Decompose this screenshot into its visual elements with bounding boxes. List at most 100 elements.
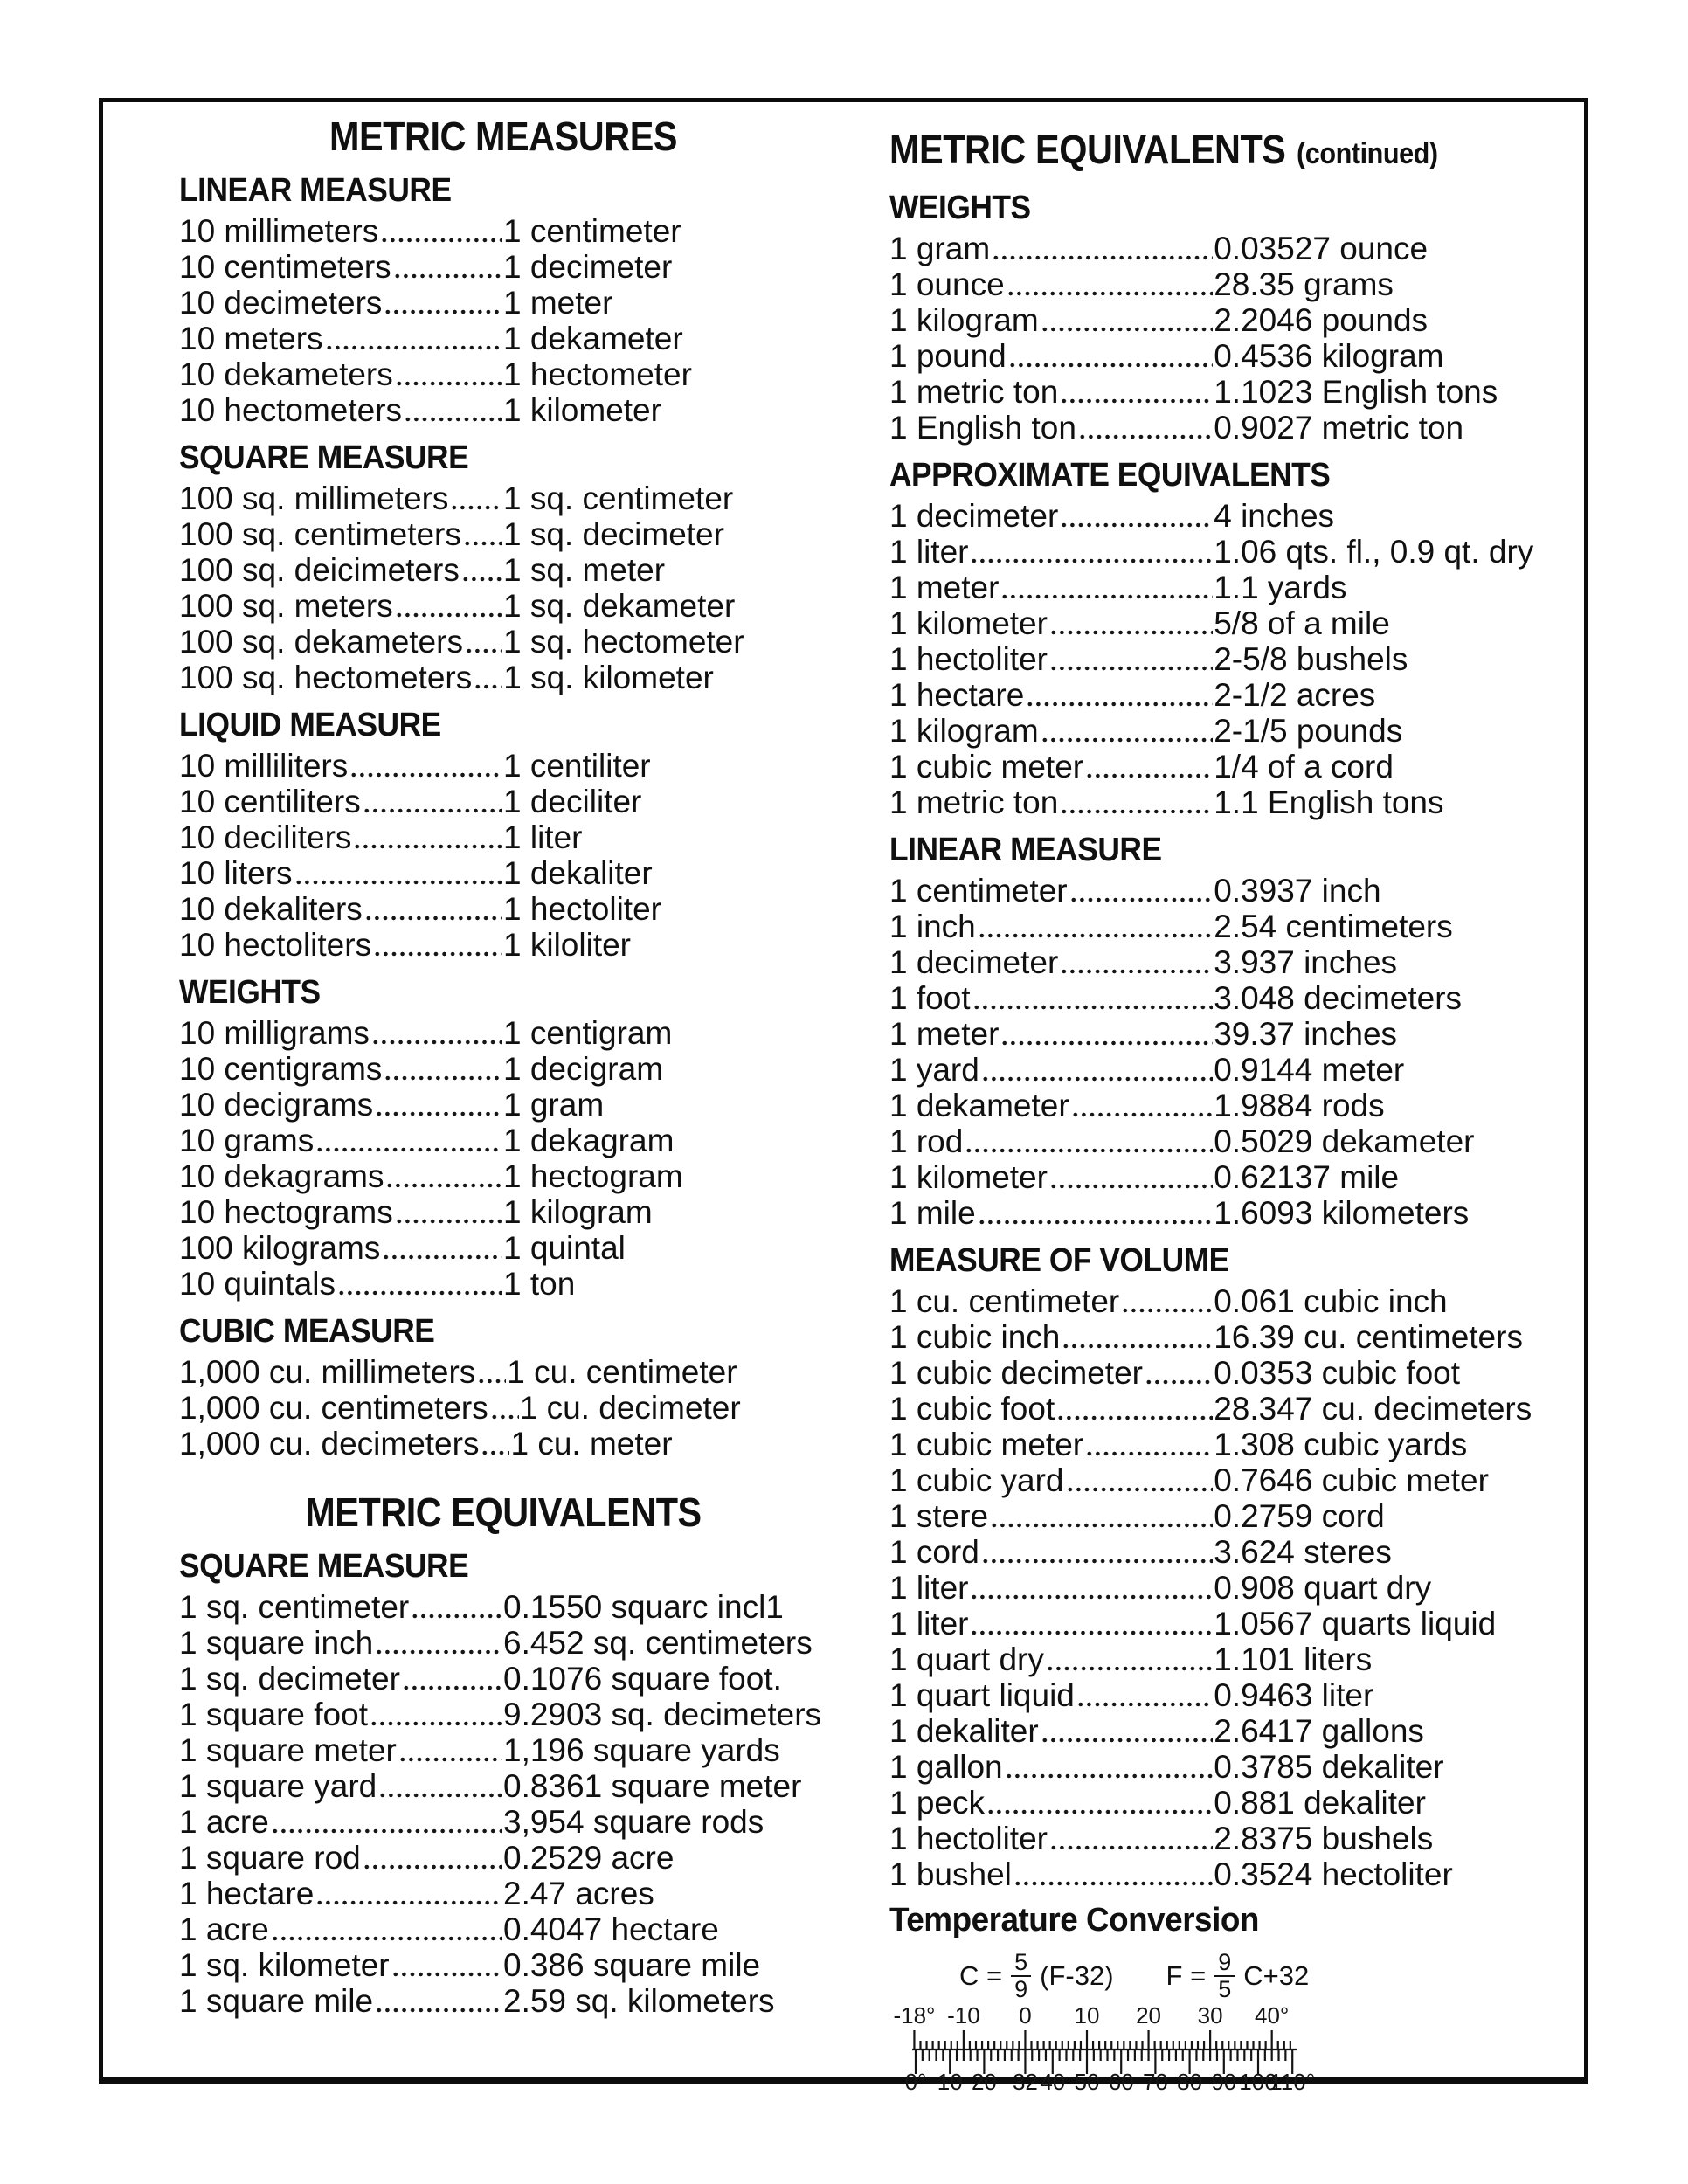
row-lead: 1 hectoliter bbox=[889, 641, 1214, 677]
row-value: 1.1023 English tons bbox=[1214, 374, 1498, 410]
row-value: 0.908 quart dry bbox=[1214, 1570, 1432, 1606]
row-value: 0.4047 hectare bbox=[503, 1911, 719, 1947]
table-row: 1 square inch 6.452 sq. centimeters bbox=[179, 1625, 827, 1661]
row-term: 1 centimeter bbox=[889, 873, 1068, 909]
row-lead: 1 yard bbox=[889, 1052, 1214, 1088]
table-row: 1 meter 39.37 inches bbox=[889, 1016, 1595, 1052]
row-term: 100 sq. millimeters bbox=[179, 480, 449, 516]
table-row: 1 sq. centimeter 0.1550 squarc incl1 bbox=[179, 1589, 827, 1625]
row-lead: 1 bushel bbox=[889, 1856, 1214, 1892]
row-term: 1 sq. kilometer bbox=[179, 1947, 390, 1983]
row-value: 1 dekagram bbox=[503, 1123, 675, 1158]
row-lead: 1 square meter bbox=[179, 1732, 503, 1768]
row-value: 39.37 inches bbox=[1214, 1016, 1398, 1052]
row-lead: 1,000 cu. decimeters bbox=[179, 1426, 510, 1462]
row-value: 0.3785 dekaliter bbox=[1214, 1749, 1444, 1785]
row-value: 0.9463 liter bbox=[1214, 1677, 1374, 1713]
dot-leader bbox=[1000, 1016, 1214, 1052]
table-row: 1 square yard 0.8361 square meter bbox=[179, 1768, 827, 1804]
dot-leader bbox=[1064, 1462, 1214, 1498]
row-lead: 1 cubic meter bbox=[889, 749, 1214, 784]
dot-leader bbox=[463, 624, 502, 660]
row-value: 1 centiliter bbox=[503, 748, 651, 784]
section-heading: MEASURE OF VOLUME bbox=[889, 1242, 1229, 1279]
row-term: 1 quart liquid bbox=[889, 1677, 1075, 1713]
row-lead: 1 pound bbox=[889, 338, 1214, 374]
row-term: 100 sq. deicimeters bbox=[179, 552, 460, 588]
row-term: 10 deciliters bbox=[179, 819, 352, 855]
row-lead: 1 liter bbox=[889, 1570, 1214, 1606]
row-term: 10 centiliters bbox=[179, 784, 361, 819]
fraction-denominator: 9 bbox=[1011, 1974, 1032, 2002]
dot-leader bbox=[1059, 784, 1214, 820]
page-title: METRIC MEASURES bbox=[211, 112, 795, 161]
row-term: 1 hectoliter bbox=[889, 1821, 1048, 1856]
table-row: 10 hectograms 1 kilogram bbox=[179, 1194, 827, 1230]
row-lead: 1,000 cu. millimeters bbox=[179, 1354, 507, 1390]
dot-leader bbox=[315, 1123, 502, 1158]
row-term: 1 gram bbox=[889, 231, 991, 266]
row-term: 1 square rod bbox=[179, 1840, 361, 1876]
fahrenheit-axis-label: 80 bbox=[1177, 2069, 1202, 2095]
dot-leader bbox=[397, 1732, 502, 1768]
row-lead: 1 stere bbox=[889, 1498, 1214, 1534]
row-term: 100 sq. meters bbox=[179, 588, 393, 624]
row-term: 1 decimeter bbox=[889, 944, 1059, 980]
row-value: 6.452 sq. centimeters bbox=[503, 1625, 813, 1661]
row-value: 1.6093 kilometers bbox=[1214, 1195, 1470, 1231]
ruler-wrap: -18° -10 0 10 20 30 40° 0° 10 20 32 40 50 60 70 80 90 100… bbox=[893, 2002, 1595, 2096]
dot-leader bbox=[969, 534, 1214, 570]
row-term: 10 millimeters bbox=[179, 213, 379, 249]
row-term: 1 square mile bbox=[179, 1983, 374, 2019]
row-lead: 1 acre bbox=[179, 1911, 503, 1947]
table-row: 1 ounce 28.35 grams bbox=[889, 266, 1595, 302]
row-lead: 1 decimeter bbox=[889, 498, 1214, 534]
row-lead: 10 hectograms bbox=[179, 1194, 503, 1230]
row-term: 1 hectare bbox=[889, 677, 1025, 713]
row-lead: 1 kilometer bbox=[889, 605, 1214, 641]
table-row: 1 kilogram 2-1/5 pounds bbox=[889, 713, 1595, 749]
row-term: 1 meter bbox=[889, 1016, 1000, 1052]
fahrenheit-axis-label: 110° bbox=[1269, 2069, 1315, 2095]
row-value: 28.347 cu. decimeters bbox=[1214, 1391, 1532, 1427]
table-row: 1 hectare 2.47 acres bbox=[179, 1876, 827, 1911]
row-value: 1 kilogram bbox=[503, 1194, 653, 1230]
dot-leader bbox=[1061, 1319, 1214, 1355]
table-row: 1 decimeter 3.937 inches bbox=[889, 944, 1595, 980]
row-value: 1 decigram bbox=[503, 1051, 664, 1087]
table-row: 1 decimeter 4 inches bbox=[889, 498, 1595, 534]
section-heading: LIQUID MEASURE bbox=[179, 707, 441, 743]
row-term: 1 gallon bbox=[889, 1749, 1003, 1785]
table-row: 1 cubic yard 0.7646 cubic meter bbox=[889, 1462, 1595, 1498]
table-row: 1 cubic foot 28.347 cu. decimeters bbox=[889, 1391, 1595, 1427]
formula: C = 5 9 (F-32) bbox=[959, 1950, 1114, 2002]
row-value: 1.06 qts. fl., 0.9 qt. dry bbox=[1214, 534, 1534, 570]
row-lead: 1 decimeter bbox=[889, 944, 1214, 980]
dot-leader bbox=[293, 855, 502, 891]
row-term: 1 kilometer bbox=[889, 1159, 1048, 1195]
formula-rhs: (F-32) bbox=[1040, 1960, 1114, 1991]
row-term: 1 liter bbox=[889, 1570, 969, 1606]
table-row: 100 sq. centimeters 1 sq. decimeter bbox=[179, 516, 827, 552]
dot-leader bbox=[488, 1390, 519, 1426]
row-lead: 1 square inch bbox=[179, 1625, 503, 1661]
row-value: 0.5029 dekameter bbox=[1214, 1123, 1475, 1159]
row-term: 1 cubic meter bbox=[889, 1427, 1084, 1462]
row-lead: 10 centiliters bbox=[179, 784, 503, 819]
row-term: 10 quintals bbox=[179, 1266, 336, 1302]
section-heading: LINEAR MEASURE bbox=[179, 172, 452, 209]
dot-leader bbox=[1055, 1391, 1214, 1427]
row-term: 1 sq. centimeter bbox=[179, 1589, 410, 1625]
table-row: 1 kilometer 0.62137 mile bbox=[889, 1159, 1595, 1195]
celsius-ticks bbox=[913, 2030, 1291, 2049]
row-lead: 10 meters bbox=[179, 321, 503, 356]
table-row: 1 metric ton 1.1023 English tons bbox=[889, 374, 1595, 410]
row-value: 3.624 steres bbox=[1214, 1534, 1392, 1570]
row-lead: 10 quintals bbox=[179, 1266, 503, 1302]
row-term: 10 decigrams bbox=[179, 1087, 374, 1123]
table-row: 1 bushel 0.3524 hectoliter bbox=[889, 1856, 1595, 1892]
table-row: 1 acre 3,954 square rods bbox=[179, 1804, 827, 1840]
row-term: 10 dekameters bbox=[179, 356, 393, 392]
